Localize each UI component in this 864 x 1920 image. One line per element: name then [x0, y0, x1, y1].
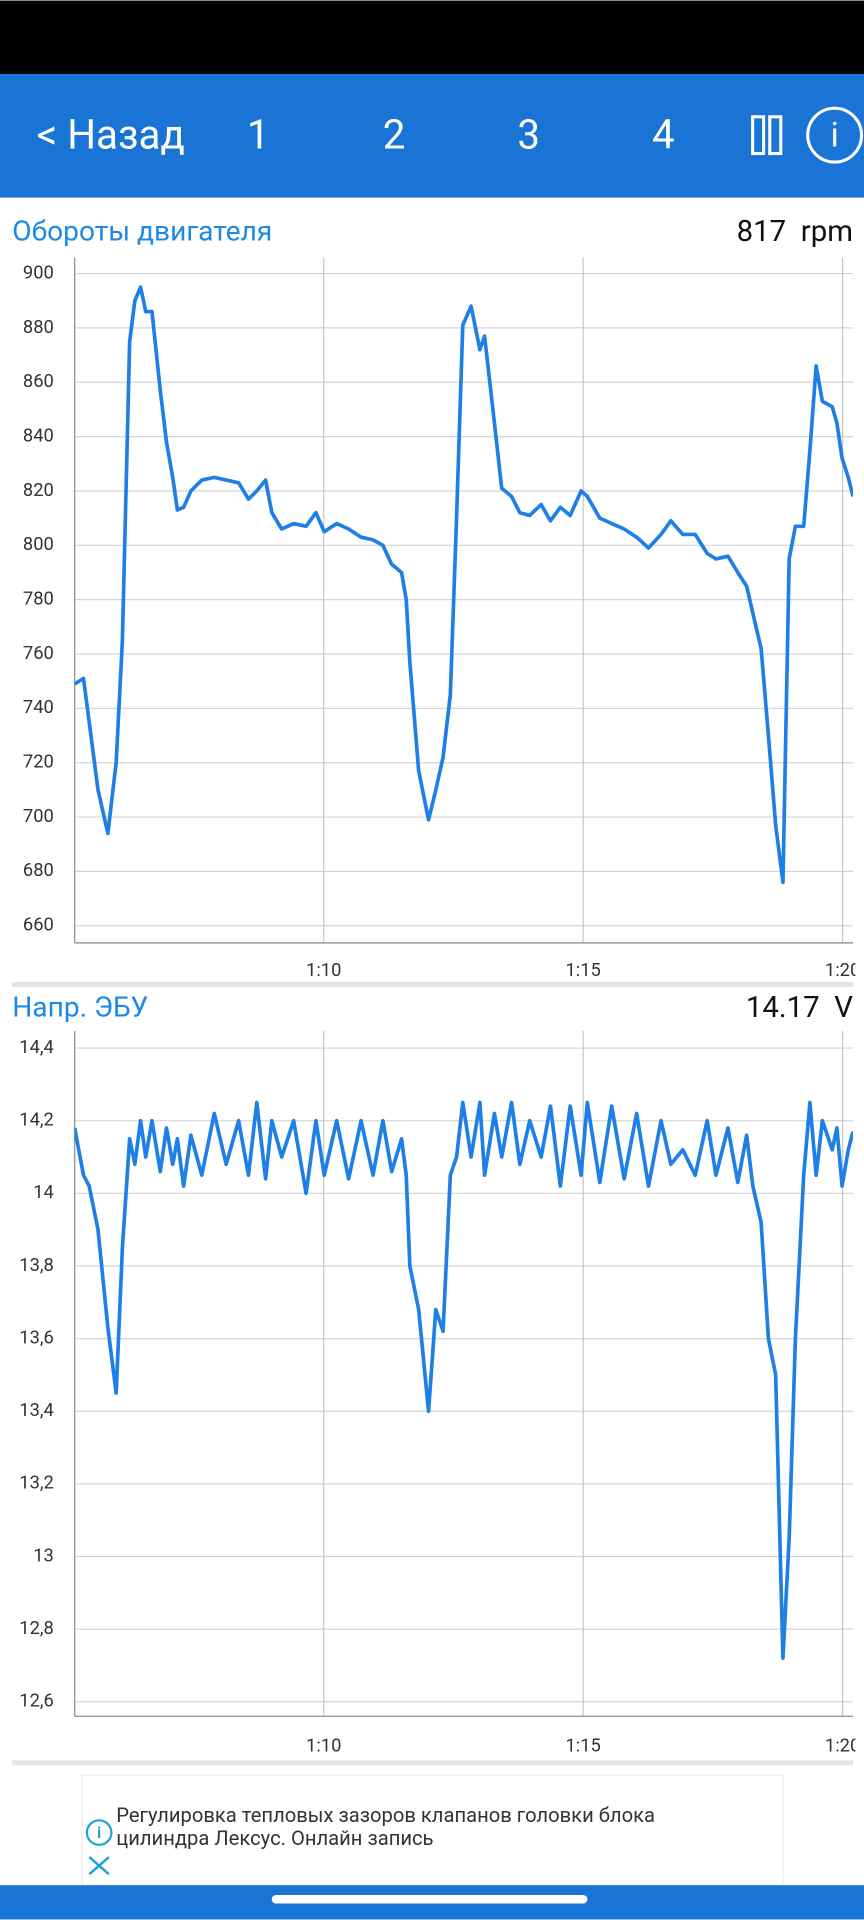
edge-mask — [855, 955, 864, 1763]
y-tick-label: 900 — [23, 262, 54, 283]
current-number: 14.17 — [746, 991, 820, 1025]
y-tick-label: 12,6 — [19, 1691, 54, 1712]
home-indicator[interactable] — [271, 1894, 588, 1904]
divider — [12, 1760, 853, 1766]
data-line — [74, 1100, 853, 1661]
y-tick-label: 720 — [23, 752, 54, 773]
y-tick-label: 660 — [23, 915, 54, 936]
y-tick-label: 680 — [23, 860, 54, 881]
y-tick-label: 780 — [23, 589, 54, 610]
current-number: 817 — [737, 215, 787, 249]
y-tick-label: 14,4 — [19, 1037, 54, 1058]
tab[interactable]: 3 — [517, 111, 540, 158]
chart-title: Обороты двигателя — [12, 215, 272, 248]
y-tick-label: 800 — [23, 534, 54, 555]
x-tick-label: 1:20 — [825, 1736, 860, 1757]
data-line — [74, 285, 853, 885]
svg-text:i: i — [830, 116, 838, 156]
tab[interactable]: 4 — [652, 111, 675, 158]
y-tick-label: 13,8 — [19, 1255, 54, 1276]
y-tick-label: 760 — [23, 643, 54, 664]
chart: Напр. ЭБУ 14.17 V 12,6 12,8 13 13,2 13,4 13,6 13,… — [12, 990, 860, 1756]
x-tick-label: 1:15 — [565, 1736, 600, 1757]
back-button[interactable]: < Назад — [37, 111, 185, 158]
y-tick-label: 14,2 — [19, 1110, 54, 1131]
divider — [12, 982, 853, 987]
pause-button[interactable] — [751, 115, 783, 156]
chart-title: Напр. ЭБУ — [12, 990, 148, 1023]
current-unit: V — [834, 991, 853, 1025]
status-bar — [0, 0, 864, 74]
y-tick-label: 12,8 — [19, 1618, 54, 1639]
x-tick-label: 1:20 — [825, 960, 860, 981]
svg-text:i: i — [97, 1823, 101, 1842]
y-tick-label: 840 — [23, 425, 54, 446]
ad-banner[interactable]: i Регулировка тепловых зазоров клапанов … — [81, 1774, 784, 1886]
y-tick-label: 13 — [33, 1545, 54, 1566]
tab[interactable]: 2 — [383, 111, 406, 158]
ad-text: Регулировка тепловых зазоров клапанов го… — [116, 1803, 655, 1827]
x-tick-label: 1:10 — [306, 1736, 341, 1757]
y-tick-label: 860 — [23, 371, 54, 392]
y-tick-label: 820 — [23, 480, 54, 501]
ad-text: цилиндра Лексус. Онлайн запись — [116, 1826, 433, 1850]
y-tick-label: 700 — [23, 806, 54, 827]
info-button[interactable]: i — [806, 106, 864, 164]
x-tick-label: 1:10 — [306, 960, 341, 981]
app-bar — [0, 73, 864, 198]
y-tick-label: 13,6 — [19, 1327, 54, 1348]
tab[interactable]: 1 — [247, 111, 270, 158]
current-value: 14.17 V — [746, 991, 853, 1025]
y-tick-label: 880 — [23, 317, 54, 338]
chart: Обороты двигателя 817 rpm 660 680 700 720 740 76… — [12, 215, 860, 981]
x-tick-label: 1:15 — [565, 960, 600, 981]
y-tick-label: 13,2 — [19, 1473, 54, 1494]
current-value: 817 rpm — [737, 215, 853, 249]
y-tick-label: 14 — [33, 1182, 54, 1203]
y-tick-label: 13,4 — [19, 1400, 54, 1421]
current-unit: rpm — [801, 215, 853, 249]
y-tick-label: 740 — [23, 697, 54, 718]
